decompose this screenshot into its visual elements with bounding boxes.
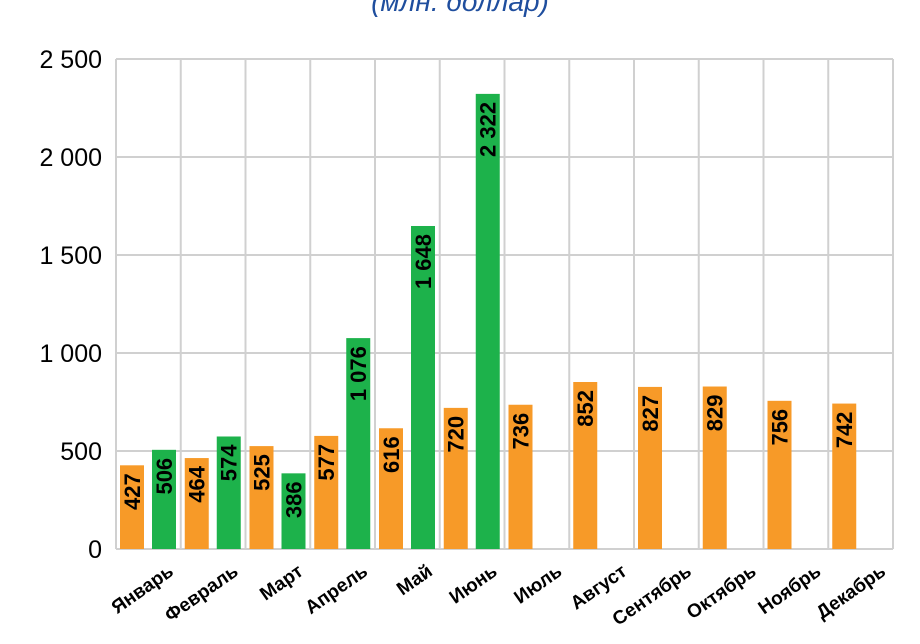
- bar: [281, 473, 306, 549]
- x-tick-label: Декабрь: [813, 561, 890, 624]
- x-tick-label: Февраль: [161, 561, 242, 627]
- bar: [411, 225, 435, 549]
- x-tick-label: Июнь: [446, 561, 501, 609]
- x-tick-label: Март: [256, 561, 307, 605]
- bar-value-label: 829: [703, 395, 728, 432]
- bar-value-label: 756: [768, 409, 793, 446]
- bar-value-label: 742: [832, 412, 857, 449]
- y-tick-label: 2 500: [39, 46, 102, 74]
- bar: [346, 338, 371, 549]
- bar: [152, 449, 176, 549]
- x-tick-label: Май: [393, 561, 436, 600]
- bar-value-label: 574: [217, 444, 242, 481]
- bar: [314, 435, 339, 549]
- bar-value-label: 736: [509, 413, 534, 450]
- bar: [832, 403, 857, 549]
- bar-value-label: 577: [314, 444, 339, 481]
- bar-value-label: 1 076: [346, 346, 371, 401]
- bar: [443, 407, 468, 549]
- y-tick-label: 0: [88, 536, 102, 564]
- bar-value-label: 720: [444, 416, 469, 453]
- y-tick-label: 500: [60, 438, 102, 466]
- bar: [638, 386, 662, 549]
- bar: [184, 458, 209, 549]
- bar-value-label: 386: [282, 481, 307, 518]
- bar: [216, 436, 241, 549]
- y-tick-label: 1 500: [39, 242, 102, 270]
- x-tick-label: Апрель: [302, 561, 372, 619]
- bar: [379, 428, 403, 549]
- bar: [475, 93, 500, 549]
- bar: [508, 404, 533, 549]
- bar: [249, 446, 274, 549]
- bar-value-label: 427: [120, 473, 145, 510]
- x-tick-label: Октябрь: [683, 561, 760, 624]
- bar-value-label: 2 322: [476, 102, 501, 157]
- bar-value-label: 827: [638, 395, 663, 432]
- x-tick-label: Июль: [511, 561, 567, 609]
- bar: [573, 382, 598, 549]
- bar-value-label: 464: [185, 465, 210, 502]
- y-tick-label: 2 000: [39, 144, 102, 172]
- bar: [702, 386, 727, 549]
- y-tick-label: 1 000: [39, 340, 102, 368]
- chart-subtitle: (млн. доллар): [371, 0, 549, 17]
- bar: [120, 465, 144, 549]
- bar-value-label: 1 648: [411, 234, 436, 289]
- bar-value-label: 506: [152, 458, 177, 495]
- bar-value-label: 616: [379, 436, 404, 473]
- bar: [767, 400, 792, 549]
- bar-value-label: 852: [573, 390, 598, 427]
- bar-value-label: 525: [250, 454, 275, 491]
